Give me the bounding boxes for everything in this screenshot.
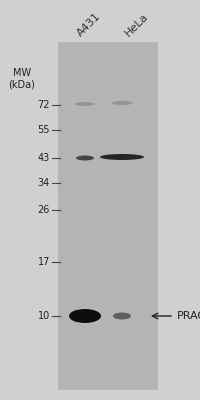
Bar <box>58 120 157 125</box>
Text: 17: 17 <box>37 257 50 267</box>
Bar <box>58 281 157 286</box>
Bar <box>58 133 157 138</box>
Bar <box>58 246 157 251</box>
Bar <box>58 338 157 342</box>
Bar <box>58 138 157 142</box>
Bar <box>58 329 157 334</box>
Text: A431: A431 <box>75 10 102 38</box>
Bar <box>58 68 157 72</box>
Ellipse shape <box>110 101 132 105</box>
Bar <box>58 81 157 86</box>
Text: 43: 43 <box>38 153 50 163</box>
Bar <box>58 260 157 264</box>
Bar <box>58 186 157 190</box>
Bar <box>58 90 157 94</box>
Bar <box>58 272 157 277</box>
Bar <box>58 312 157 316</box>
Bar <box>58 255 157 260</box>
Bar <box>58 42 157 46</box>
Bar <box>58 116 157 120</box>
Bar <box>58 264 157 268</box>
Bar <box>58 325 157 329</box>
Bar <box>58 177 157 181</box>
Text: 72: 72 <box>37 100 50 110</box>
Bar <box>58 342 157 346</box>
Ellipse shape <box>100 154 143 160</box>
Bar <box>58 168 157 172</box>
Bar <box>58 364 157 368</box>
Text: 26: 26 <box>37 205 50 215</box>
Bar <box>58 155 157 160</box>
Bar <box>58 320 157 325</box>
Ellipse shape <box>112 312 130 320</box>
Bar <box>58 125 157 129</box>
Bar <box>58 112 157 116</box>
Bar <box>58 160 157 164</box>
Bar <box>58 151 157 155</box>
Text: 55: 55 <box>37 125 50 135</box>
Bar <box>58 290 157 294</box>
Bar <box>58 355 157 360</box>
Bar <box>58 381 157 386</box>
Bar <box>58 164 157 168</box>
Bar <box>58 42 157 390</box>
Bar <box>58 94 157 98</box>
Bar <box>58 142 157 146</box>
Bar <box>58 64 157 68</box>
Bar <box>58 368 157 373</box>
Bar <box>58 268 157 272</box>
Bar <box>58 86 157 90</box>
Bar <box>58 107 157 112</box>
Bar <box>58 251 157 255</box>
Text: 34: 34 <box>38 178 50 188</box>
Text: HeLa: HeLa <box>122 11 149 38</box>
Bar <box>58 229 157 233</box>
Ellipse shape <box>76 156 94 160</box>
Bar <box>58 203 157 207</box>
Bar <box>58 46 157 51</box>
Bar <box>58 146 157 151</box>
Bar <box>58 334 157 338</box>
Bar <box>58 238 157 242</box>
Bar <box>58 242 157 246</box>
Bar <box>58 294 157 299</box>
Bar <box>58 59 157 64</box>
Bar <box>58 220 157 225</box>
Ellipse shape <box>75 102 95 106</box>
Bar <box>58 299 157 303</box>
Bar <box>58 55 157 60</box>
Bar <box>58 72 157 77</box>
Bar <box>58 216 157 220</box>
Bar <box>58 225 157 229</box>
Bar <box>58 194 157 198</box>
Bar <box>58 51 157 55</box>
Bar <box>58 172 157 177</box>
Bar <box>58 386 157 390</box>
Bar <box>58 377 157 381</box>
Bar <box>58 351 157 355</box>
Text: MW
(kDa): MW (kDa) <box>9 68 35 90</box>
Bar <box>58 212 157 216</box>
Bar <box>58 181 157 186</box>
Bar <box>58 234 157 238</box>
Bar <box>58 77 157 81</box>
Bar <box>58 103 157 107</box>
Bar <box>58 129 157 133</box>
Bar <box>58 198 157 203</box>
Bar <box>58 360 157 364</box>
Bar <box>58 286 157 290</box>
Ellipse shape <box>69 309 100 323</box>
Bar <box>58 346 157 351</box>
Bar <box>58 98 157 103</box>
Bar <box>58 190 157 194</box>
Text: PRAC1: PRAC1 <box>176 311 200 321</box>
Bar <box>58 207 157 212</box>
Bar <box>58 303 157 307</box>
Text: 10: 10 <box>38 311 50 321</box>
Bar <box>58 307 157 312</box>
Bar <box>58 372 157 377</box>
Bar <box>58 316 157 320</box>
Bar <box>58 277 157 281</box>
